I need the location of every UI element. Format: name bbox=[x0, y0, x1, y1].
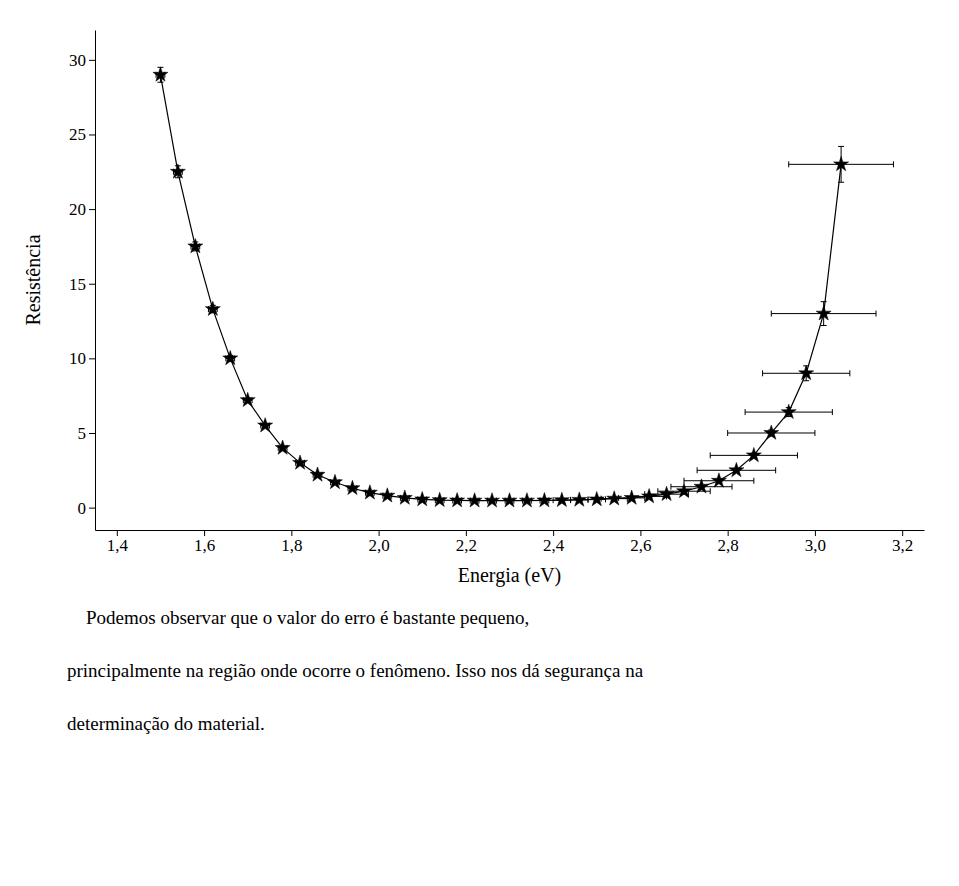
data-point bbox=[607, 491, 622, 505]
x-tick: 1,4 bbox=[107, 530, 129, 555]
x-axis-line bbox=[96, 530, 925, 531]
data-point bbox=[694, 479, 709, 493]
y-tick-mark bbox=[89, 209, 95, 210]
data-point bbox=[537, 493, 552, 507]
data-point bbox=[275, 440, 290, 454]
y-tick: 25 bbox=[69, 125, 95, 144]
data-point bbox=[223, 350, 238, 364]
x-tick-label: 2,0 bbox=[368, 536, 389, 555]
x-axis: 1,4 1,6 1,8 2,0 2,2 2,4 2,6 2,8 3,0 3,2 bbox=[96, 530, 925, 555]
y-tick: 20 bbox=[69, 200, 95, 219]
annotation: Podemos observar que o valor do erro é b… bbox=[67, 607, 529, 628]
data-point bbox=[642, 489, 657, 503]
data-point bbox=[834, 156, 849, 170]
x-tick-label: 3,2 bbox=[892, 536, 913, 555]
y-tick: 30 bbox=[69, 51, 95, 70]
x-axis-title: Energia (eV) bbox=[458, 564, 561, 587]
data-point bbox=[205, 301, 220, 315]
y-axis-title: Resistência bbox=[22, 234, 44, 325]
y-tick-mark bbox=[89, 60, 95, 61]
data-point bbox=[240, 392, 255, 406]
x-tick-label: 2,2 bbox=[456, 536, 477, 555]
annotation: principalmente na região onde ocorre o f… bbox=[67, 660, 644, 681]
data-point bbox=[188, 239, 203, 253]
annotation: determinação do material. bbox=[67, 713, 265, 734]
data-point bbox=[519, 493, 534, 507]
y-tick-label: 20 bbox=[69, 200, 86, 219]
chart: 1,4 1,6 1,8 2,0 2,2 2,4 2,6 2,8 3,0 3,2 0 5 10 15 20 25… bbox=[0, 0, 959, 886]
x-tick: 2,2 bbox=[456, 530, 477, 555]
data-point bbox=[345, 480, 360, 494]
x-tick-label: 1,8 bbox=[281, 536, 302, 555]
x-tick: 2,4 bbox=[543, 530, 565, 555]
data-point bbox=[397, 490, 412, 504]
data-point bbox=[677, 483, 692, 497]
data-point bbox=[450, 493, 465, 507]
x-tick-label: 3,0 bbox=[805, 536, 826, 555]
y-tick-label: 10 bbox=[69, 349, 86, 368]
y-tick-mark bbox=[89, 284, 95, 285]
y-tick-mark bbox=[89, 508, 95, 509]
data-point bbox=[816, 306, 831, 320]
y-tick-mark bbox=[89, 358, 95, 359]
y-tick: 15 bbox=[69, 275, 95, 294]
data-point bbox=[764, 425, 779, 439]
data-point bbox=[659, 486, 674, 500]
y-tick-label: 25 bbox=[69, 125, 86, 144]
y-axis-line bbox=[95, 31, 96, 531]
data-layer bbox=[153, 67, 894, 507]
x-tick-label: 2,6 bbox=[630, 536, 651, 555]
data-point bbox=[380, 488, 395, 502]
x-tick: 1,6 bbox=[194, 530, 215, 555]
data-point bbox=[362, 485, 377, 499]
y-tick: 5 bbox=[78, 424, 96, 443]
data-point bbox=[153, 67, 168, 81]
x-tick-label: 1,4 bbox=[107, 536, 129, 555]
data-point bbox=[415, 492, 430, 506]
data-point bbox=[624, 490, 639, 504]
data-point bbox=[711, 473, 726, 487]
x-tick-label: 1,6 bbox=[194, 536, 215, 555]
y-tick-label: 15 bbox=[69, 275, 86, 294]
data-point bbox=[327, 474, 342, 488]
x-tick: 2,6 bbox=[630, 530, 651, 555]
data-point bbox=[729, 462, 744, 476]
data-point bbox=[554, 492, 569, 506]
y-tick-mark bbox=[89, 433, 95, 434]
y-tick-label: 0 bbox=[78, 499, 87, 518]
data-point bbox=[485, 493, 500, 507]
data-point bbox=[781, 404, 796, 418]
x-tick: 3,2 bbox=[892, 530, 913, 555]
data-line bbox=[160, 75, 841, 501]
x-tick: 2,8 bbox=[718, 530, 739, 555]
data-point bbox=[310, 467, 325, 481]
data-point bbox=[432, 492, 447, 506]
data-point bbox=[746, 447, 761, 461]
data-point bbox=[293, 455, 308, 469]
x-tick-label: 2,8 bbox=[718, 536, 739, 555]
x-tick: 2,0 bbox=[368, 530, 389, 555]
y-tick: 10 bbox=[69, 349, 95, 368]
y-tick-label: 5 bbox=[78, 424, 87, 443]
data-point bbox=[589, 492, 604, 506]
y-axis: 0 5 10 15 20 25 30 bbox=[69, 31, 96, 531]
data-point bbox=[799, 365, 814, 379]
data-point bbox=[170, 164, 185, 178]
data-point bbox=[502, 493, 517, 507]
data-point bbox=[572, 492, 587, 506]
plot-area: 1,4 1,6 1,8 2,0 2,2 2,4 2,6 2,8 3,0 3,2 0 5 10 15 20 25… bbox=[69, 31, 925, 556]
y-tick-label: 30 bbox=[69, 51, 86, 70]
y-tick: 0 bbox=[78, 499, 96, 518]
x-tick-label: 2,4 bbox=[543, 536, 565, 555]
x-tick: 3,0 bbox=[805, 530, 826, 555]
x-tick: 1,8 bbox=[281, 530, 302, 555]
data-point bbox=[258, 418, 273, 432]
y-tick-mark bbox=[89, 134, 95, 135]
data-point bbox=[467, 493, 482, 507]
